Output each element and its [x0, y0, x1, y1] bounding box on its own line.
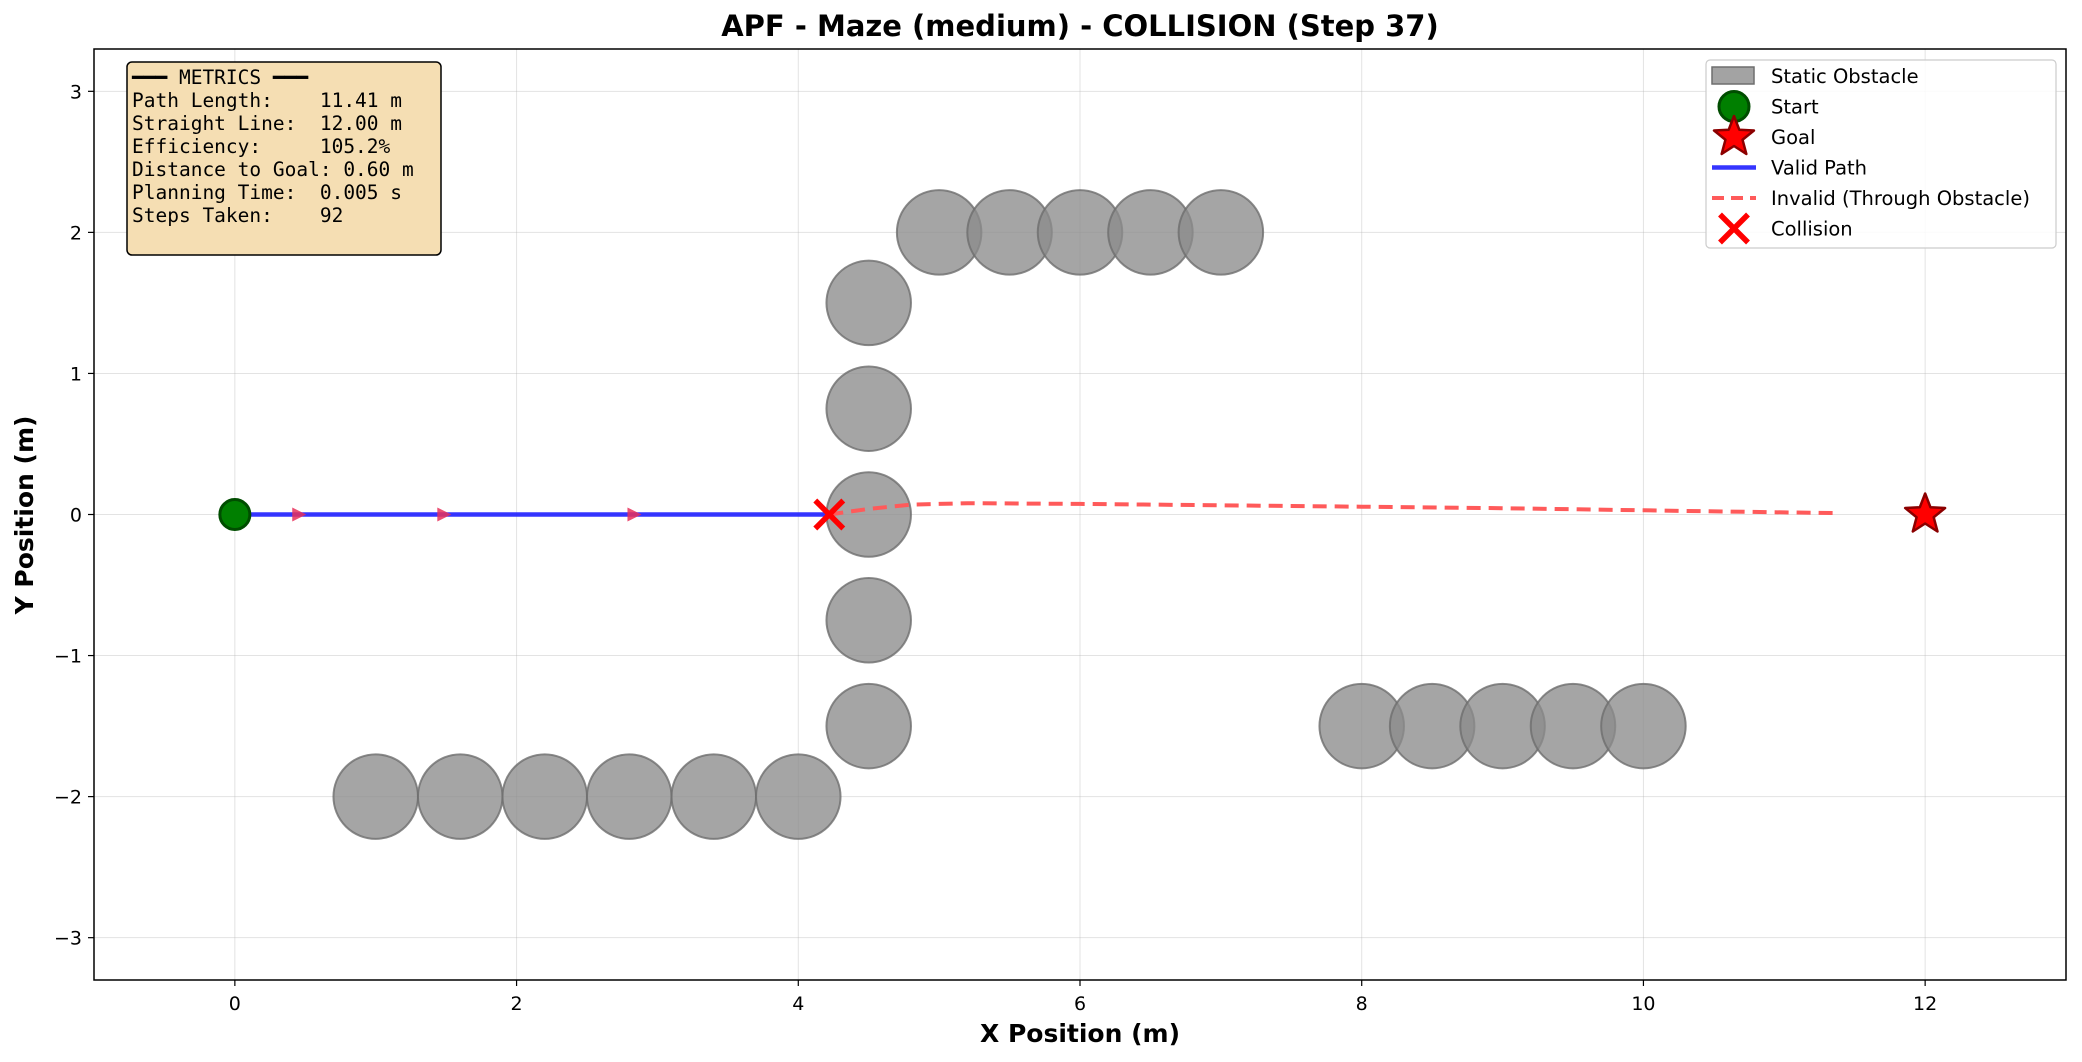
legend-label: Start: [1771, 96, 1819, 119]
obstacle-circle: [1600, 682, 1687, 770]
y-tick-label: 0: [70, 505, 82, 527]
legend-label: Invalid (Through Obstacle): [1771, 187, 2030, 210]
legend-label: Static Obstacle: [1771, 65, 1919, 88]
collision-marker: [813, 498, 846, 531]
invalid-path-line: [829, 501, 1838, 517]
metrics-box-background: [126, 61, 442, 256]
metrics-line: Planning Time: 0.005 s: [132, 181, 402, 204]
collision-stroke: [813, 498, 846, 531]
x-axis-label: X Position (m): [980, 1019, 1180, 1048]
legend-item-collision: Collision: [1718, 212, 1853, 245]
legend-label: Goal: [1771, 126, 1815, 149]
legend-item-goal: Goal: [1712, 114, 1815, 156]
metrics-line: ━━━ METRICS ━━━: [131, 66, 308, 89]
x-tick-label: 10: [1631, 993, 1655, 1015]
direction-arrow: [627, 507, 642, 522]
y-tick-label: −2: [54, 787, 82, 809]
legend-swatch-obstacle: [1711, 66, 1755, 85]
legend-swatch-goal: [1712, 114, 1756, 156]
legend-item-start: Start: [1717, 90, 1819, 123]
paths: [234, 501, 1838, 522]
legend-item-static-obstacle: Static Obstacle: [1711, 65, 1919, 88]
obstacles: [332, 189, 1687, 840]
metrics-box: ━━━ METRICS ━━━Path Length: 11.41 mStrai…: [126, 61, 442, 256]
direction-arrow: [437, 507, 452, 522]
obstacle-circle: [825, 577, 912, 664]
legend-label: Valid Path: [1771, 157, 1867, 180]
obstacle-circle: [332, 753, 419, 840]
obstacle-circle: [825, 365, 912, 452]
metrics-line: Distance to Goal: 0.60 m: [132, 158, 414, 181]
obstacle-circle: [416, 753, 504, 840]
legend-frame: [1705, 59, 2057, 249]
metrics-line: Straight Line: 12.00 m: [132, 112, 402, 135]
x-tick-label: 8: [1356, 993, 1368, 1015]
metrics-line: Efficiency: 105.2%: [132, 135, 391, 158]
x-tick-label: 4: [792, 993, 804, 1015]
y-tick-label: 1: [70, 363, 82, 385]
legend-label: Collision: [1771, 218, 1853, 241]
y-tick-label: −3: [54, 928, 82, 950]
legend-swatch-collision: [1718, 212, 1750, 245]
metrics-line: Path Length: 11.41 m: [132, 89, 402, 112]
goal-marker: [1903, 492, 1947, 533]
obstacle-circle: [1177, 189, 1265, 276]
markers: [218, 492, 1947, 533]
y-tick-label: −1: [54, 646, 82, 668]
x-tick-label: 6: [1074, 993, 1086, 1015]
x-tick-label: 2: [511, 993, 523, 1015]
y-axis-label: Y Position (m): [10, 416, 39, 616]
y-tick-label: 3: [70, 81, 82, 103]
x-tick-label: 12: [1913, 993, 1937, 1015]
x-ticks: 0 2 4 6 8 10 12: [229, 980, 1937, 1015]
legend: Static Obstacle Start Goal Valid Path Invali…: [1705, 59, 2057, 249]
chart-title: APF - Maze (medium) - COLLISION (Step 37…: [721, 9, 1439, 43]
x-tick-label: 0: [229, 993, 241, 1015]
obstacle-circle: [501, 753, 588, 840]
obstacle-circle: [825, 682, 912, 770]
legend-item-invalid-path: Invalid (Through Obstacle): [1712, 187, 2030, 210]
obstacle-circle: [670, 753, 758, 840]
metrics-line: Steps Taken: 92: [132, 204, 343, 227]
y-tick-label: 2: [70, 222, 82, 244]
legend-item-valid-path: Valid Path: [1712, 157, 1867, 180]
obstacle-circle: [755, 753, 842, 840]
direction-arrow: [292, 507, 307, 522]
obstacle-circle: [825, 259, 912, 347]
y-ticks: 3 2 1 0 −1 −2 −3: [54, 81, 94, 950]
obstacle-circle: [586, 753, 673, 840]
start-marker: [218, 498, 252, 531]
